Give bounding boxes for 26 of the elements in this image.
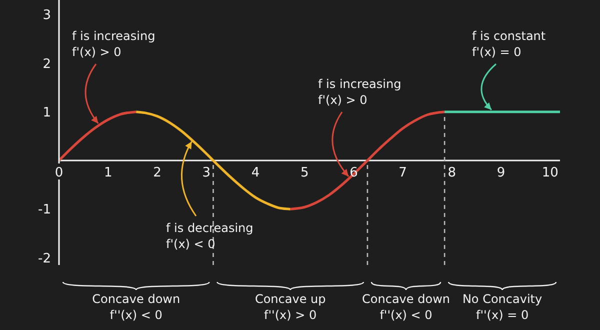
line-series bbox=[289, 110, 446, 210]
annotation: f is increasing f'(x) > 0 bbox=[318, 77, 402, 107]
x-tick-label: 0 bbox=[54, 165, 64, 180]
y-tick-label: 1 bbox=[42, 105, 51, 120]
x-tick-label: 1 bbox=[104, 165, 112, 180]
annotation: f is constant f'(x) = 0 bbox=[472, 29, 546, 59]
x-tick-label: 4 bbox=[251, 165, 260, 180]
y-tick-label: 3 bbox=[42, 8, 51, 24]
text: Concave down f''(x) < 0 bbox=[362, 292, 450, 322]
x-tick-label: 9 bbox=[496, 165, 506, 180]
line-series bbox=[59, 110, 138, 162]
annotation: f is decreasing f'(x) < 0 bbox=[166, 221, 254, 251]
y-tick-label: 2 bbox=[42, 56, 51, 72]
x-tick-label: 7 bbox=[398, 165, 407, 180]
text: Concave up f''(x) > 0 bbox=[254, 292, 326, 322]
x-tick-label: 3 bbox=[202, 165, 210, 180]
text: Concave down f''(x) < 0 bbox=[92, 292, 180, 322]
x-tick-label: 5 bbox=[300, 165, 309, 180]
x-tick-label: 2 bbox=[153, 165, 162, 180]
x-tick-label: 10 bbox=[542, 165, 558, 180]
x-tick-label: 8 bbox=[448, 165, 456, 180]
line-series bbox=[134, 110, 292, 210]
annotation: f is increasing f'(x) > 0 bbox=[72, 29, 156, 59]
y-tick-label: -2 bbox=[38, 251, 51, 266]
text: No Concavity f''(x) = 0 bbox=[462, 292, 542, 322]
y-tick-label: -1 bbox=[38, 202, 51, 218]
